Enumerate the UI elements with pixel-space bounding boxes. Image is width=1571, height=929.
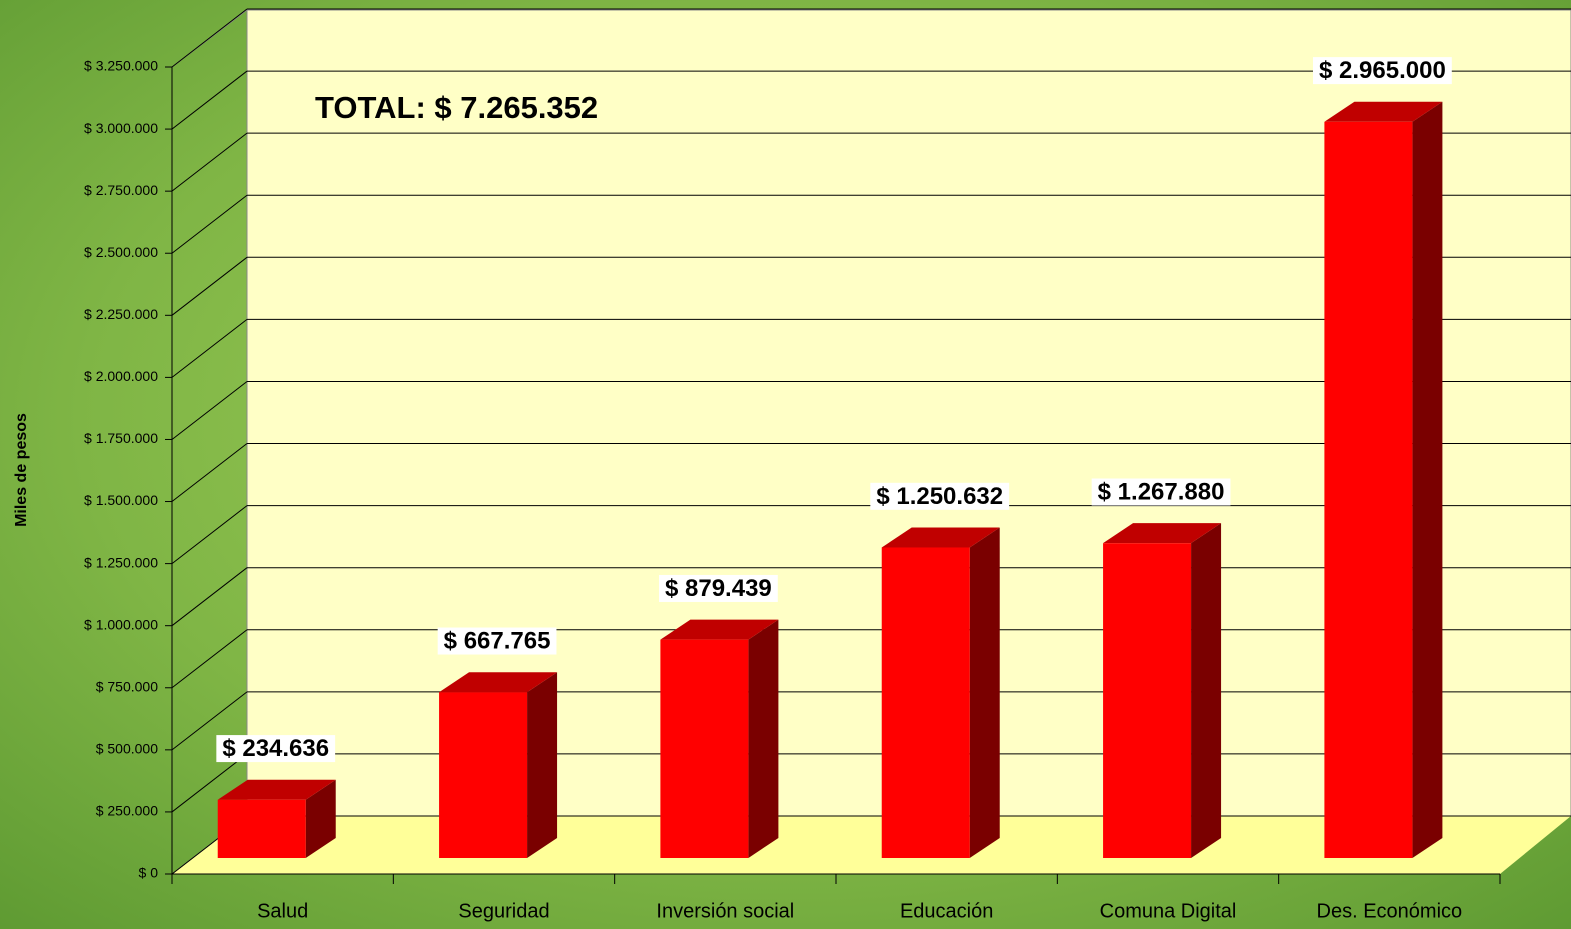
grid-line — [171, 629, 248, 689]
value-label: $ 1.250.632 — [876, 483, 1003, 510]
bar — [1324, 121, 1413, 858]
bar-top — [439, 672, 558, 693]
y-tick-label: $ 3.250.000 — [84, 58, 158, 74]
grid-line — [171, 256, 248, 316]
grid-line — [171, 381, 248, 440]
y-tick-label: $ 1.500.000 — [84, 492, 158, 508]
x-tick-label: Salud — [257, 900, 308, 922]
y-tick-label: $ 500.000 — [96, 741, 158, 757]
value-label: $ 1.267.880 — [1098, 479, 1225, 506]
value-label-bg — [870, 482, 1010, 510]
grid-line — [171, 318, 248, 378]
bar-top — [217, 779, 336, 800]
y-axis-title: Miles de pesos — [13, 413, 30, 527]
y-tick-label: $ 2.250.000 — [84, 306, 158, 322]
grid-line — [171, 132, 248, 192]
grid-line — [171, 505, 248, 565]
value-label-bg — [437, 627, 557, 655]
bar — [217, 799, 306, 858]
value-label-bg — [216, 735, 336, 763]
bar — [660, 639, 749, 858]
grid-line — [171, 443, 248, 502]
bar-top — [881, 527, 1000, 548]
grid-line — [171, 194, 248, 254]
grid-line — [171, 70, 248, 130]
x-tick-label: Inversión social — [656, 900, 794, 922]
bar-top — [660, 619, 779, 640]
bar-side — [1191, 523, 1222, 858]
grid-line — [171, 753, 248, 813]
y-tick-label: $ 2.500.000 — [84, 244, 158, 260]
y-tick-label: $ 3.000.000 — [84, 120, 158, 136]
grid-line — [171, 8, 248, 68]
grid-line — [171, 567, 248, 627]
value-label: $ 879.439 — [665, 575, 772, 602]
bar — [439, 692, 528, 858]
bar-side — [527, 672, 558, 858]
y-tick-label: $ 1.750.000 — [84, 430, 158, 446]
y-tick-label: $ 2.750.000 — [84, 182, 158, 198]
x-tick-label: Des. Económico — [1317, 900, 1463, 922]
y-tick-label: $ 250.000 — [96, 803, 158, 819]
grid-line — [171, 691, 248, 751]
x-tick-label: Educación — [900, 900, 993, 922]
bar-side — [305, 779, 336, 858]
y-tick-label: $ 1.000.000 — [84, 616, 158, 632]
bar — [1103, 543, 1192, 858]
bar-top — [1324, 101, 1443, 122]
bar-top — [1103, 523, 1222, 544]
y-tick-label: $ 0 — [139, 865, 159, 881]
value-label-bg — [1091, 478, 1231, 506]
bar-side — [748, 619, 779, 858]
y-tick-label: $ 750.000 — [96, 678, 158, 694]
y-tick-label: $ 2.000.000 — [84, 368, 158, 384]
annotation: TOTAL: $ 7.265.352 — [315, 90, 598, 125]
bar-side — [969, 527, 1000, 858]
value-label: $ 2.965.000 — [1319, 57, 1446, 84]
x-tick-label: Comuna Digital — [1100, 900, 1237, 922]
value-label: $ 234.636 — [222, 735, 329, 762]
bar — [881, 547, 970, 858]
bar-side — [1412, 101, 1443, 858]
y-tick-label: $ 1.250.000 — [84, 554, 158, 570]
value-label-bg — [1313, 57, 1452, 85]
value-label: $ 667.765 — [444, 628, 551, 655]
x-tick-label: Seguridad — [458, 900, 549, 922]
value-label-bg — [659, 574, 778, 602]
